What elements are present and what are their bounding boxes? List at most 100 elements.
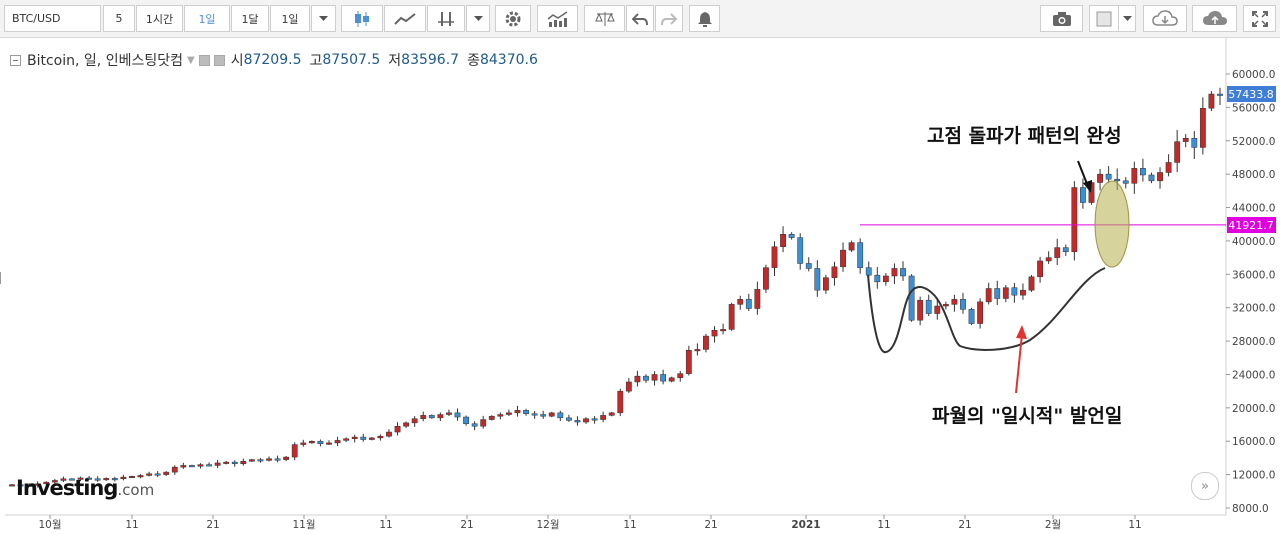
bearish-candle [206, 464, 212, 467]
bullish-candle [848, 242, 855, 251]
bearish-candle [1191, 138, 1198, 148]
bullish-candle [917, 299, 924, 321]
bullish-candle [831, 266, 838, 278]
chevron-down-icon[interactable]: ▼ [186, 54, 195, 66]
bearish-candle [360, 436, 367, 440]
scroll-to-latest-button[interactable]: » [1191, 472, 1219, 500]
left-resize-handle[interactable] [0, 272, 5, 284]
price-axis[interactable]: 8000.0 12000.0 16000.0 20000.0 24000.0 28000.… [1226, 69, 1275, 515]
price-tick-label: 44000.0 [1232, 203, 1275, 215]
line-chart-icon [394, 12, 416, 25]
double-chevron-right-icon: » [1201, 478, 1209, 494]
bullish-candle [728, 304, 735, 330]
bullish-candle [711, 329, 718, 337]
bearish-candle [900, 268, 906, 277]
bullish-candle [951, 299, 958, 305]
bullish-candle [1020, 289, 1026, 296]
bullish-candle [891, 268, 898, 277]
line-chart-button[interactable] [384, 5, 426, 32]
interval-input[interactable]: 5 [103, 5, 135, 32]
top-annotation-arrowhead [1083, 180, 1092, 193]
chart-legend: Bitcoin, 일, 인베스팅닷컴 ▼ 시 87209.5 고 87507.5 저… [10, 50, 538, 70]
time-tick-label: 2월 [1045, 519, 1061, 531]
timeframe-select[interactable]: 1일 [270, 5, 310, 32]
collapse-legend-icon[interactable] [10, 54, 21, 66]
bearish-candle [908, 275, 915, 321]
cloud-upload-button[interactable] [1192, 5, 1237, 32]
drawing-tools-button[interactable] [427, 5, 465, 32]
alert-button[interactable] [689, 5, 720, 32]
bearish-candle [1139, 168, 1146, 176]
bearish-candle [565, 417, 572, 421]
bearish-candle [643, 375, 649, 381]
high-label: 고 [309, 53, 323, 69]
drawing-dropdown-button[interactable] [466, 5, 490, 32]
bullish-candle [1131, 168, 1138, 184]
redo-button[interactable] [655, 5, 683, 32]
bearish-candle [805, 263, 812, 269]
compare-button[interactable] [584, 5, 625, 32]
bullish-candle [240, 461, 247, 465]
bearish-candle [797, 237, 804, 264]
bearish-candle [471, 423, 478, 427]
cloud-download-button[interactable] [1143, 5, 1187, 32]
bearish-candle [960, 299, 966, 310]
visibility-icon[interactable] [198, 54, 210, 66]
settings-button[interactable] [495, 5, 531, 32]
bearish-candle [925, 299, 932, 314]
bullish-candle [266, 458, 272, 461]
bearish-candle [591, 418, 598, 421]
indicators-icon [547, 10, 567, 27]
time-axis[interactable]: 10월 11 21 11월 11 21 12월 11 21 2021 11 21 2월 11 [38, 515, 1142, 531]
bearish-candle [231, 461, 238, 465]
symbol-input[interactable]: BTC/USD [4, 5, 101, 32]
candlestick-button[interactable] [341, 5, 383, 32]
open-label: 시 [230, 53, 244, 69]
bearish-candle [154, 473, 161, 476]
bearish-candle [523, 410, 529, 414]
fullscreen-icon [1251, 10, 1268, 27]
level-price-tag: 41921.7 [1227, 217, 1276, 233]
bullish-candle [1182, 138, 1189, 142]
price-tick-label: 20000.0 [1232, 403, 1275, 415]
timeframe-1mo-button[interactable]: 1달 [231, 5, 269, 32]
undo-button[interactable] [626, 5, 654, 32]
snapshot-button[interactable] [1040, 5, 1083, 32]
bullish-candle [146, 473, 152, 476]
high-value: 87507.5 [322, 52, 381, 68]
dropdown-icon [473, 15, 483, 21]
bullish-candle [283, 456, 290, 460]
bullish-candle [291, 444, 298, 458]
bottom-annotation-arrowhead [1016, 325, 1027, 339]
color-box-button[interactable] [1089, 5, 1119, 32]
bullish-candle [985, 288, 992, 303]
dropdown-icon [1122, 15, 1132, 21]
bullish-candle [1199, 107, 1206, 148]
bullish-candle [403, 422, 410, 427]
current-price-tag: 57433.8 [1227, 86, 1276, 102]
fullscreen-button[interactable] [1243, 5, 1276, 32]
bearish-candle [257, 459, 264, 462]
indicators-button[interactable] [537, 5, 578, 32]
timeframe-dropdown-button[interactable] [311, 5, 336, 32]
settings-small-icon[interactable] [213, 54, 225, 66]
bearish-candle [968, 309, 975, 324]
camera-icon [1052, 11, 1071, 26]
bullish-candle [1174, 141, 1181, 163]
color-dropdown-button[interactable] [1118, 5, 1136, 32]
powell-annotation: 파월의 "일시적" 발언일 [932, 405, 1123, 427]
bullish-candle [171, 466, 178, 473]
time-tick-label: 11 [1128, 519, 1141, 531]
timeframe-1d-button[interactable]: 1일 [184, 5, 230, 32]
bullish-candle [103, 478, 110, 481]
time-tick-label: 12월 [536, 519, 559, 531]
bullish-candle [977, 301, 984, 324]
bullish-candle [548, 412, 555, 417]
bearish-candle [26, 484, 33, 487]
candle-series [9, 87, 1223, 488]
bullish-candle [720, 329, 726, 332]
bearish-candle [317, 440, 324, 444]
timeframe-1h-button[interactable]: 1시간 [136, 5, 183, 32]
bullish-candle [34, 483, 41, 486]
